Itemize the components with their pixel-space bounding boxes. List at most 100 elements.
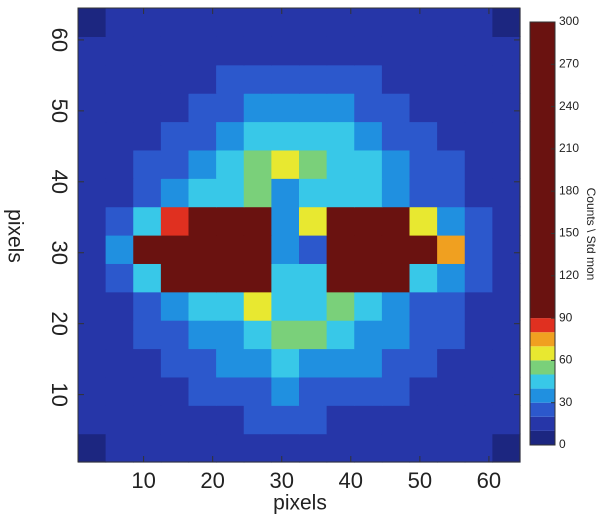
y-tick-label: 40 (47, 170, 72, 194)
cell (160, 405, 190, 435)
cell (326, 348, 355, 378)
colorbar-segment (530, 416, 555, 431)
cell (381, 376, 411, 406)
cell (160, 36, 190, 66)
colorbar-tick-label: 270 (559, 56, 579, 70)
cell (243, 178, 272, 208)
cell (299, 433, 328, 463)
cell (133, 149, 162, 179)
cell (464, 235, 493, 264)
cell (492, 433, 521, 463)
y-axis-label: pixels (3, 209, 26, 263)
y-tick-label: 60 (47, 28, 72, 52)
cell (437, 433, 466, 463)
cell (188, 121, 217, 151)
cell (188, 36, 217, 66)
x-axis-label: pixels (273, 492, 327, 515)
colorbar-tick-label: 150 (559, 226, 579, 240)
cell (437, 405, 466, 435)
cell (105, 433, 134, 463)
cell (271, 320, 300, 350)
cell (160, 348, 190, 378)
cell (216, 8, 245, 37)
x-tick-label: 20 (200, 468, 224, 493)
cell (492, 291, 521, 321)
cell (243, 405, 272, 435)
cell (78, 64, 107, 94)
cell (133, 178, 162, 208)
cell (464, 36, 493, 66)
cell (105, 36, 134, 66)
cell (464, 348, 493, 378)
cell (271, 348, 300, 378)
cell (464, 8, 493, 37)
cell (492, 121, 521, 151)
cell (381, 121, 411, 151)
cell (492, 348, 521, 378)
cell (160, 376, 190, 406)
cell (271, 206, 300, 236)
colorbar-segment (530, 22, 555, 319)
cell (160, 178, 190, 208)
cell (243, 376, 272, 406)
cell (409, 291, 438, 321)
cell (188, 291, 217, 321)
cell (243, 433, 272, 463)
cell (437, 36, 466, 66)
cell (492, 263, 521, 293)
cell (216, 348, 245, 378)
cell (326, 64, 355, 94)
cell (105, 348, 134, 378)
colorbar-segment (530, 346, 555, 361)
cell (133, 8, 162, 37)
cell (354, 291, 383, 321)
cell (160, 206, 190, 236)
cell (105, 206, 134, 236)
cell (354, 235, 383, 264)
cell (243, 291, 272, 321)
cell (437, 235, 466, 264)
cell (78, 376, 107, 406)
cell (271, 64, 300, 94)
cell (381, 8, 411, 37)
cell (437, 93, 466, 123)
cell (216, 376, 245, 406)
cell (326, 36, 355, 66)
cell (464, 376, 493, 406)
cell (243, 320, 272, 350)
cell (354, 121, 383, 151)
cell (492, 64, 521, 94)
cell (105, 376, 134, 406)
cell (216, 178, 245, 208)
cell (409, 348, 438, 378)
cell (188, 376, 217, 406)
cell (464, 206, 493, 236)
cell (492, 405, 521, 435)
cell (271, 8, 300, 37)
cell (105, 405, 134, 435)
colorbar-tick-label: 0 (559, 437, 566, 451)
cell (409, 93, 438, 123)
cell (381, 206, 411, 236)
cell (409, 149, 438, 179)
colorbar-segment (530, 332, 555, 347)
cell (78, 405, 107, 435)
cell (160, 291, 190, 321)
colorbar-tick-label: 90 (559, 310, 573, 324)
cell (271, 93, 300, 123)
cell (243, 235, 272, 264)
cell (160, 93, 190, 123)
cell (354, 149, 383, 179)
cell (160, 320, 190, 350)
x-tick-label: 50 (408, 468, 432, 493)
cell (216, 235, 245, 264)
cell (464, 405, 493, 435)
cell (326, 263, 355, 293)
colorbar-segment (530, 402, 555, 417)
cell (78, 36, 107, 66)
cell (354, 320, 383, 350)
colorbar-segment (530, 318, 555, 333)
cell (243, 121, 272, 151)
colorbar-tick-label: 300 (559, 14, 579, 28)
